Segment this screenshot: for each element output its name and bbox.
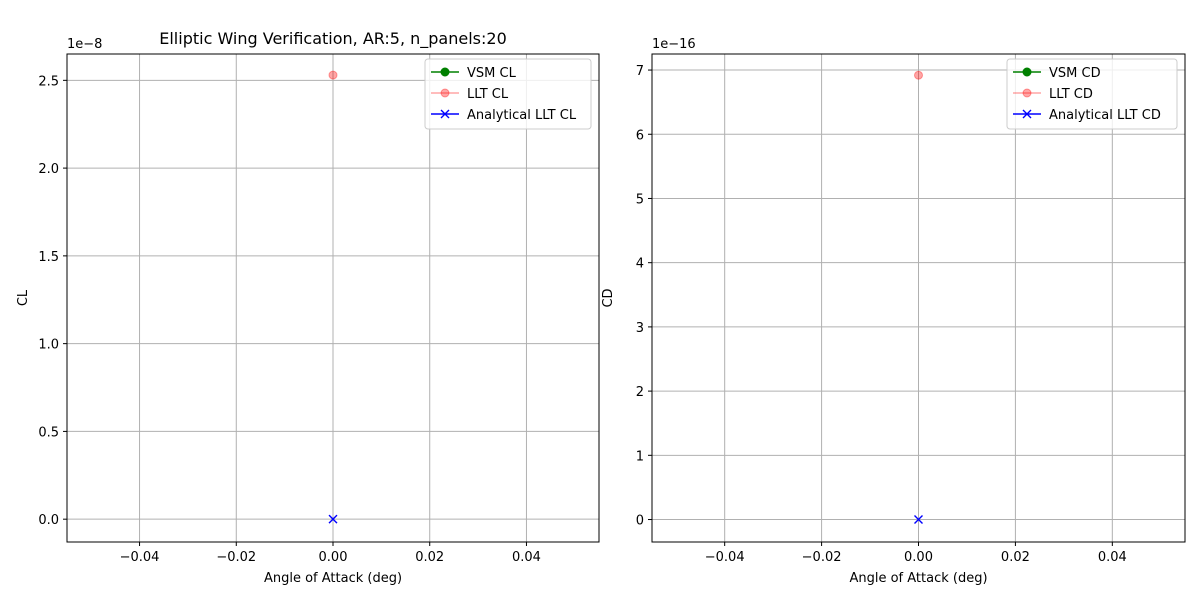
y-tick-label: 1.5: [38, 250, 59, 265]
x-tick-label: 0.02: [415, 550, 444, 565]
x-tick-label: 0.00: [904, 550, 933, 565]
x-tick-label: −0.04: [120, 550, 160, 565]
y-tick-label: 6: [636, 128, 644, 143]
y-axis-label: CL: [16, 289, 31, 306]
legend-label: LLT CD: [1049, 87, 1093, 102]
data-point: [914, 70, 923, 80]
cl-chart: Elliptic Wing Verification, AR:5, n_pane…: [16, 29, 600, 586]
x-axis-label: Angle of Attack (deg): [849, 571, 987, 586]
x-tick-label: −0.02: [216, 550, 256, 565]
y-tick-label: 2.0: [38, 162, 59, 177]
y-tick-label: 0.0: [38, 513, 59, 528]
legend-marker: [1022, 88, 1032, 98]
x-tick-label: 0.02: [1001, 550, 1030, 565]
legend-marker: [440, 67, 450, 77]
legend-marker: [1022, 109, 1032, 119]
legend-marker: [440, 109, 450, 119]
y-tick-label: 3: [636, 321, 644, 336]
legend-box: [424, 58, 592, 130]
y-tick-label: 4: [636, 257, 644, 272]
data-point: [328, 514, 338, 524]
legend-label: VSM CL: [467, 66, 517, 81]
cd-chart: −0.04 −0.02 0.00 0.02 0.04 0 1 2 3 4 5 6 7 1e−16 Angle…: [601, 37, 1186, 586]
x-tick-label: 0.04: [1098, 550, 1127, 565]
y-tick-label: 2: [636, 385, 644, 400]
data-point: [328, 70, 338, 80]
y-tick-label: 1: [636, 449, 644, 464]
legend-box: [1006, 58, 1178, 130]
legend-marker: [1022, 67, 1032, 77]
legend-label: Analytical LLT CD: [1049, 108, 1161, 123]
y-offset-label: 1e−16: [652, 37, 696, 52]
legend-label: LLT CL: [467, 87, 509, 102]
y-axis-label: CD: [601, 288, 616, 307]
plot-frame: [66, 53, 600, 543]
x-tick-label: −0.04: [705, 550, 745, 565]
y-tick-label: 5: [636, 192, 644, 207]
legend: VSM CL LLT CL Analytical LLT CL: [424, 58, 592, 130]
plot-frame: [651, 53, 1186, 543]
x-tick-label: 0.00: [319, 550, 348, 565]
legend: VSM CD LLT CD Analytical LLT CD: [1006, 58, 1178, 130]
data-point: [914, 515, 923, 525]
legend-label: VSM CD: [1049, 66, 1101, 81]
y-tick-label: 0.5: [38, 425, 59, 440]
x-axis-label: Angle of Attack (deg): [264, 571, 402, 586]
y-offset-label: 1e−8: [67, 37, 102, 52]
x-tick-label: −0.02: [802, 550, 842, 565]
legend-marker: [440, 88, 450, 98]
legend-label: Analytical LLT CL: [467, 108, 577, 123]
y-tick-label: 7: [636, 64, 644, 79]
y-tick-label: 2.5: [38, 74, 59, 89]
y-tick-label: 0: [636, 514, 644, 529]
y-tick-label: 1.0: [38, 338, 59, 353]
chart-title: Elliptic Wing Verification, AR:5, n_pane…: [159, 29, 507, 49]
x-tick-label: 0.04: [512, 550, 541, 565]
